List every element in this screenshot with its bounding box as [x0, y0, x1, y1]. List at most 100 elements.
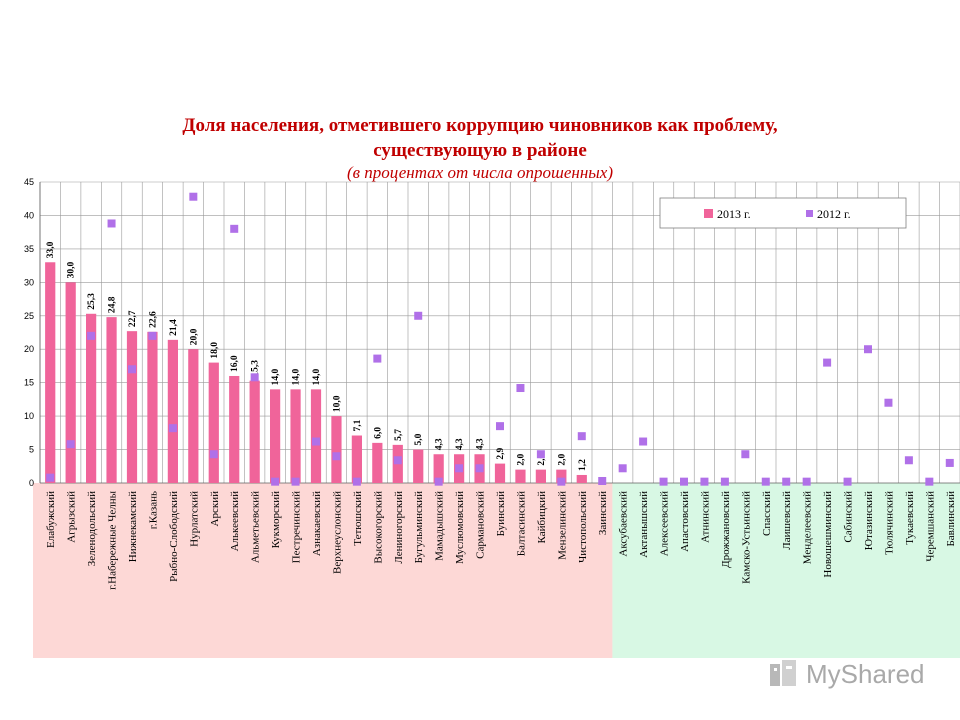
x-category-label: Верхнеуслонский: [331, 491, 343, 574]
x-category-label: Алексеевский: [659, 491, 671, 556]
marker-2012: [557, 477, 566, 486]
marker-2012: [128, 365, 136, 374]
marker-2012: [843, 477, 852, 486]
x-category-label: Балтасинский: [515, 491, 527, 556]
x-category-label: Кукморский: [270, 491, 282, 548]
bar-data-label: 14,0: [271, 368, 281, 385]
bar-data-label: 15,3: [251, 360, 261, 377]
bar-2013: [535, 469, 546, 483]
watermark: MyShared: [768, 656, 925, 692]
x-category-label: Альметьевский: [250, 491, 262, 563]
chart-title-line2: существующую в районе: [373, 140, 587, 161]
bar-2013: [515, 469, 526, 483]
category-group-background-1: [33, 483, 613, 658]
marker-2012: [577, 432, 586, 441]
legend-label-2012: 2012 г.: [817, 207, 851, 221]
bar-2013: [494, 463, 506, 483]
bar-2013: [147, 331, 158, 483]
bar-data-label: 18,0: [210, 342, 220, 359]
bar-data-label: 10,0: [332, 395, 342, 412]
x-category-label: Мамадышский: [434, 491, 446, 561]
marker-2012: [884, 398, 893, 407]
bar-2013: [433, 454, 444, 483]
x-category-label: Высокогорский: [372, 491, 384, 564]
bar-data-label: 20,0: [189, 328, 199, 345]
x-category-label: Новошешминский: [822, 491, 834, 578]
y-tick-label: 40: [24, 210, 34, 220]
x-category-label: Муслюмовский: [454, 491, 466, 564]
marker-2012: [148, 331, 157, 340]
x-category-label: Лениногорский: [393, 491, 405, 564]
marker-2012: [352, 477, 361, 486]
y-tick-label: 0: [29, 478, 34, 488]
marker-2012: [639, 437, 648, 446]
x-category-label: Актанышский: [638, 491, 650, 558]
x-category-label: Лаишевский: [781, 491, 793, 550]
marker-2012: [46, 473, 55, 482]
bar-2013: [188, 349, 199, 483]
marker-2012: [945, 458, 954, 467]
bar-data-label: 4,3: [435, 438, 445, 450]
marker-2012: [720, 477, 729, 486]
legend-box: [659, 197, 907, 229]
marker-2012: [87, 331, 96, 340]
bar-2013: [65, 282, 76, 483]
bar-2013: [310, 389, 322, 483]
y-tick-label: 35: [24, 244, 34, 254]
x-category-label: Буинский: [495, 491, 507, 536]
bar-data-label: 24,8: [108, 296, 118, 313]
x-category-label: Атнинский: [699, 491, 711, 543]
marker-2012: [741, 450, 750, 459]
bar-data-label: 5,0: [414, 433, 424, 445]
x-category-label: Ютазинский: [863, 491, 875, 550]
x-category-label: Алькеевский: [229, 491, 241, 552]
marker-2012: [598, 476, 607, 485]
x-category-label: Тюлячинский: [883, 491, 895, 555]
x-category-label: Апастовский: [679, 491, 691, 552]
bar-data-label: 4,3: [476, 438, 486, 450]
x-category-label: г.Набережные Челны: [107, 490, 119, 589]
y-tick-label: 10: [24, 411, 34, 421]
bar-data-label: 1,2: [578, 459, 588, 471]
y-tick-label: 5: [29, 445, 34, 455]
marker-2012: [414, 311, 423, 320]
marker-2012: [434, 477, 443, 486]
y-tick-label: 45: [24, 177, 34, 187]
x-category-label: Сабинский: [843, 491, 855, 543]
x-category-label: Агрызский: [66, 491, 78, 543]
bar-2013: [229, 375, 240, 483]
x-category-label: Чистопольский: [577, 491, 589, 563]
bar-data-label: 22,6: [148, 311, 158, 328]
bar-data-label: 2,0: [557, 453, 567, 465]
bar-2013: [249, 380, 260, 483]
x-category-label: Черемшанский: [924, 491, 936, 562]
bar-2013: [126, 331, 138, 483]
bar-2013: [86, 313, 97, 483]
x-category-label: Менделеевский: [802, 491, 814, 564]
y-tick-label: 15: [24, 378, 34, 388]
x-category-label: Пестречинский: [291, 491, 303, 563]
bar-2013: [208, 362, 219, 483]
marker-2012: [496, 422, 504, 431]
marker-2012: [312, 437, 320, 446]
x-category-label: Камско-Устьинский: [740, 491, 752, 584]
bar-data-label: 4,3: [455, 438, 465, 450]
x-category-label: Бугульминский: [413, 491, 425, 563]
bar-2013: [167, 339, 178, 483]
x-category-label: Нижнекамский: [127, 491, 139, 562]
bar-data-label: 30,0: [67, 261, 77, 278]
marker-2012: [659, 477, 668, 486]
marker-2012: [373, 354, 382, 363]
marker-2012: [618, 464, 627, 473]
bar-2013: [372, 442, 383, 483]
marker-2012: [271, 477, 280, 486]
chart-subtitle: (в процентах от числа опрошенных): [347, 163, 613, 182]
x-category-label: Елабужский: [45, 491, 57, 548]
marker-2012: [209, 450, 218, 459]
x-category-label: Заинский: [597, 491, 609, 535]
bar-2013: [351, 435, 362, 483]
marker-2012: [66, 440, 75, 449]
bar-data-label: 14,0: [292, 368, 302, 385]
legend-swatch-2013: [704, 209, 713, 218]
